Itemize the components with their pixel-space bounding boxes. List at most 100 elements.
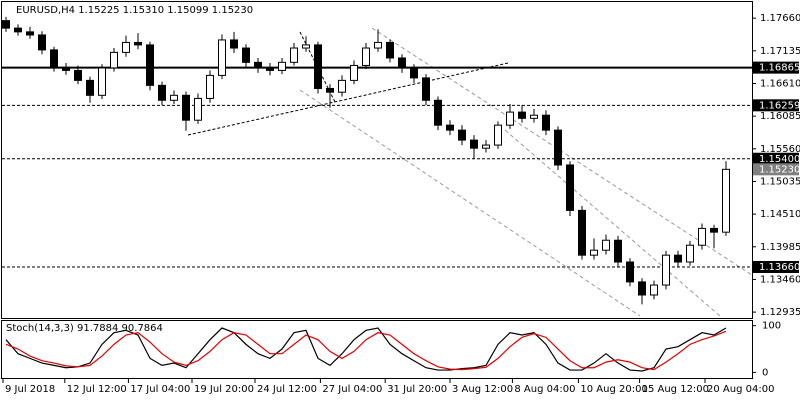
candle-body	[338, 79, 346, 93]
candle-body	[506, 111, 514, 126]
x-tick-label: 12 Jul 12:00	[67, 384, 127, 395]
candle-body	[410, 67, 418, 79]
stoch-panel	[1, 320, 753, 379]
candle-body	[482, 144, 490, 149]
x-tick-label: 24 Jul 12:00	[257, 384, 317, 395]
y-tick-label: 1.15560	[760, 144, 800, 155]
stoch-line	[5, 330, 727, 371]
y-tick-label: 1.14510	[760, 209, 800, 220]
y-tick-label: 1.17135	[760, 46, 800, 57]
candle-body	[518, 111, 526, 119]
candle-body	[674, 254, 682, 263]
candle-body	[638, 281, 646, 296]
price-panel	[1, 1, 753, 319]
price-layer: 1.17660 1.17135 1.16610 1.16085 1.15560 1.150…	[2, 13, 800, 318]
x-tick-label: 8 Aug 04:00	[514, 384, 575, 395]
candle-body	[2, 20, 10, 29]
candle-body	[494, 124, 502, 146]
candle-body	[98, 67, 106, 96]
candle-body	[566, 164, 574, 211]
candle-body	[254, 61, 262, 69]
candle-body	[146, 44, 154, 86]
x-tick-label: 31 Jul 20:00	[387, 384, 447, 395]
x-tick-label: 20 Aug 04:00	[707, 384, 774, 395]
candle-body	[386, 41, 394, 59]
candle-body	[650, 284, 658, 296]
candle-body	[470, 139, 478, 149]
candle-body	[542, 114, 550, 131]
candle-body	[38, 34, 46, 51]
y-tick-label: 1.16610	[760, 78, 800, 89]
candle-body	[374, 41, 382, 49]
candle-body	[170, 94, 178, 101]
y-tick-label: 1.13985	[760, 242, 800, 253]
candle-body	[314, 44, 322, 89]
candle-body	[86, 79, 94, 96]
x-tick-label: 3 Aug 12:00	[452, 384, 513, 395]
y-tick-label: 0	[762, 367, 768, 378]
y-tick-label: 1.16085	[760, 111, 800, 122]
candle-body	[626, 261, 634, 283]
candle-body	[614, 239, 622, 263]
candle-body	[698, 227, 706, 246]
level-box	[753, 152, 799, 165]
y-tick-label: 1.17660	[760, 13, 800, 24]
x-tick-label: 9 Jul 2018	[5, 384, 55, 395]
candle-body	[446, 124, 454, 131]
x-tick-label: 27 Jul 04:00	[322, 384, 382, 395]
candle-body	[686, 244, 694, 263]
candle-body	[602, 239, 610, 251]
level-label: 1.13660	[759, 262, 800, 273]
stoch-layer: 100 0	[5, 321, 781, 378]
current-price-label: 1.15230	[759, 164, 800, 175]
x-tick-label: 17 Jul 04:00	[130, 384, 190, 395]
x-tick-label: 19 Jul 20:00	[194, 384, 254, 395]
candle-body	[530, 114, 538, 119]
chart-title: EURUSD,H4 1.15225 1.15310 1.15099 1.1523…	[16, 5, 253, 16]
candle-body	[422, 77, 430, 101]
x-tick-label: 10 Aug 20:00	[580, 384, 647, 395]
candle-body	[302, 44, 310, 49]
y-tick-label: 1.12935	[760, 307, 800, 318]
candle-body	[50, 49, 58, 68]
candle-body	[458, 129, 466, 141]
level-box	[753, 61, 799, 74]
candle-body	[14, 27, 22, 33]
candle-body	[218, 39, 226, 76]
level-label: 1.16259	[759, 100, 800, 111]
candle-body	[722, 168, 730, 233]
candle-body	[398, 57, 406, 69]
candle-body	[434, 99, 442, 126]
candle-body	[182, 94, 190, 121]
y-tick-label: 1.13460	[760, 274, 800, 285]
candle-body	[578, 209, 586, 256]
current-price-box	[753, 163, 799, 176]
candle-body	[554, 129, 562, 166]
y-tick-label: 1.15035	[760, 176, 800, 187]
candle-body	[110, 51, 118, 69]
candle-body	[362, 47, 370, 66]
candle-body	[662, 254, 670, 286]
channel-line	[504, 129, 721, 317]
candle-body	[326, 87, 334, 93]
stoch-line	[5, 327, 727, 372]
candle-body	[26, 31, 34, 36]
channel-line	[299, 89, 641, 317]
candle-body	[242, 47, 250, 63]
candle-body	[74, 69, 82, 81]
candle-body	[230, 39, 238, 49]
candle-body	[134, 41, 142, 46]
candle-body	[122, 41, 130, 53]
candle-body	[290, 47, 298, 63]
candle-body	[194, 97, 202, 121]
level-label: 1.16865	[759, 63, 800, 74]
x-tick-label: 15 Aug 12:00	[642, 384, 709, 395]
level-box	[753, 99, 799, 112]
y-tick-label: 100	[762, 321, 781, 332]
level-box	[753, 260, 799, 273]
candle-body	[590, 249, 598, 256]
candle-body	[710, 227, 718, 233]
candle-body	[62, 66, 70, 71]
level-label: 1.15400	[759, 154, 800, 165]
